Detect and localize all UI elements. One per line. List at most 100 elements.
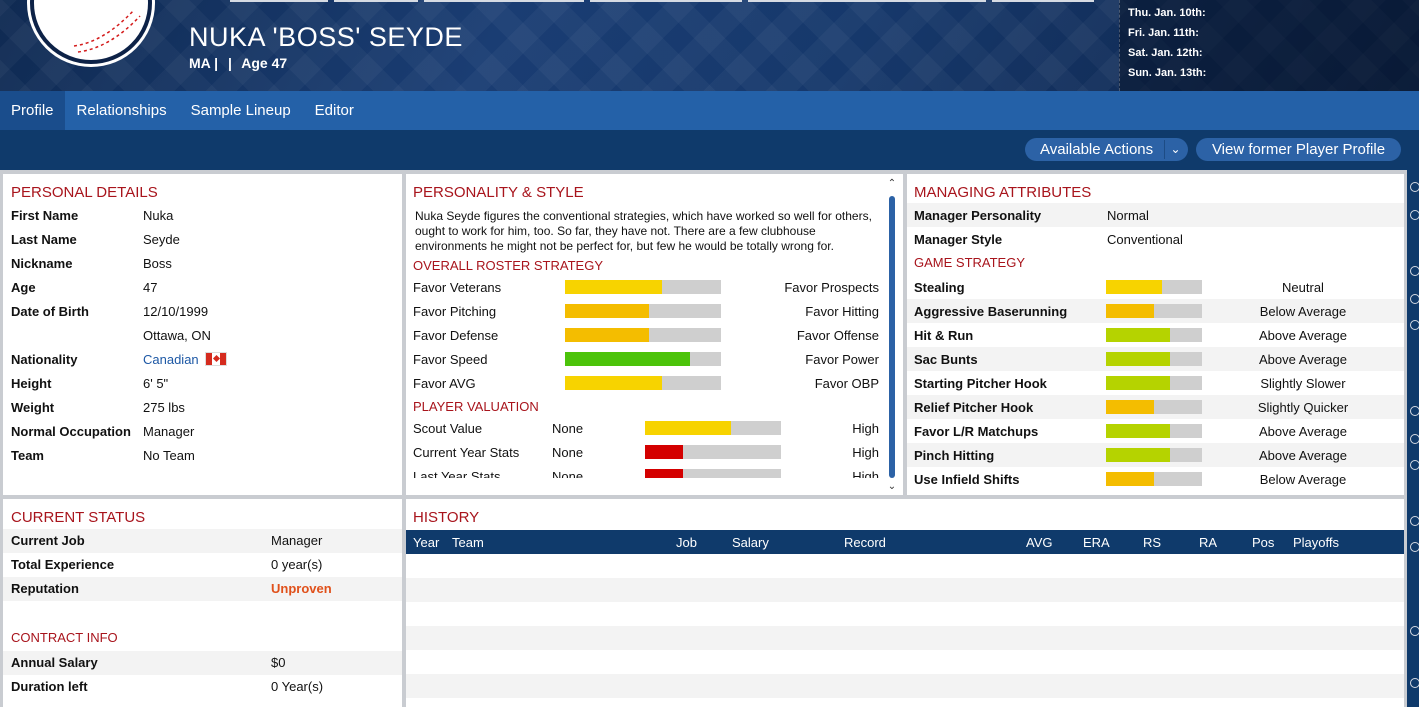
- column-header-rs[interactable]: RS: [1143, 535, 1162, 550]
- tab-relationships[interactable]: Relationships: [76, 102, 167, 119]
- game-strategy-bar: [1106, 328, 1202, 342]
- valuation-bar: [645, 469, 781, 478]
- contract-row: Annual Salary $0: [3, 651, 402, 675]
- valuation-max-label: High: [852, 469, 879, 478]
- calendar-day[interactable]: Fri. Jan. 11th:: [1128, 27, 1199, 39]
- game-strategy-title: GAME STRATEGY: [914, 255, 1025, 270]
- action-bar: Available Actions ⌄ View former Player P…: [0, 130, 1419, 170]
- strategy-slider: [565, 328, 721, 342]
- rail-icon[interactable]: [1410, 182, 1419, 192]
- game-strategy-value: Slightly Slower: [1260, 376, 1346, 391]
- scrollbar[interactable]: ⌃ ⌄: [886, 178, 898, 492]
- column-header-year[interactable]: Year: [413, 535, 440, 550]
- tab-profile[interactable]: Profile: [0, 91, 65, 130]
- detail-label: Nickname: [11, 256, 73, 271]
- tab-sample-lineup[interactable]: Sample Lineup: [190, 102, 291, 119]
- valuation-bar: [645, 445, 781, 459]
- game-strategy-row: Relief Pitcher Hook Slightly Quicker: [907, 395, 1404, 419]
- game-strategy-label: Hit & Run: [914, 328, 974, 343]
- available-actions-dropdown[interactable]: Available Actions ⌄: [1025, 138, 1188, 161]
- detail-value: Nuka: [143, 208, 174, 223]
- game-strategy-bar: [1106, 448, 1202, 462]
- roster-strategy-list: Favor Veterans Favor Prospects Favor Pitch…: [406, 275, 903, 395]
- calendar-day[interactable]: Thu. Jan. 10th:: [1128, 7, 1206, 19]
- column-header-job[interactable]: Job: [676, 535, 697, 550]
- calendar-day[interactable]: Sun. Jan. 13th:: [1128, 67, 1207, 79]
- panel-title: PERSONALITY & STYLE: [413, 184, 584, 201]
- top-nav-button[interactable]: [590, 0, 742, 2]
- top-nav-button[interactable]: [334, 0, 418, 2]
- status-row: Reputation Unproven: [3, 577, 402, 601]
- table-row: [406, 554, 1404, 578]
- tab-editor[interactable]: Editor: [314, 102, 354, 119]
- panel-title: CURRENT STATUS: [11, 509, 146, 526]
- game-strategy-bar-fill: [1106, 328, 1171, 342]
- attribute-value: Conventional: [1107, 232, 1183, 247]
- column-header-team[interactable]: Team: [452, 535, 484, 550]
- detail-row: Last Name Seyde: [3, 228, 402, 252]
- detail-value: Manager: [143, 424, 195, 439]
- game-strategy-bar: [1106, 280, 1202, 294]
- top-nav-button[interactable]: [992, 0, 1094, 2]
- nationality-link[interactable]: Canadian: [143, 348, 227, 372]
- top-nav-button[interactable]: [424, 0, 584, 2]
- top-nav-button[interactable]: [230, 0, 328, 2]
- contract-value: 0 Year(s): [271, 679, 324, 694]
- view-former-player-button[interactable]: View former Player Profile: [1196, 138, 1401, 161]
- strategy-right-label: Favor Hitting: [805, 304, 879, 319]
- player-position: MA |: [189, 55, 219, 71]
- table-row: [406, 602, 1404, 626]
- profile-tabs: Profile Relationships Sample Lineup Edit…: [0, 91, 1419, 130]
- game-strategy-bar: [1106, 376, 1202, 390]
- scrollbar-thumb[interactable]: [889, 196, 895, 478]
- rail-icon[interactable]: [1410, 434, 1419, 444]
- game-strategy-bar: [1106, 352, 1202, 366]
- column-header-salary[interactable]: Salary: [732, 535, 769, 550]
- rail-icon[interactable]: [1410, 626, 1419, 636]
- rail-icon[interactable]: [1410, 320, 1419, 330]
- game-strategy-value: Below Average: [1259, 472, 1347, 487]
- column-header-pos[interactable]: Pos: [1252, 535, 1275, 550]
- calendar-day[interactable]: Sat. Jan. 12th:: [1128, 47, 1203, 59]
- game-strategy-bar: [1106, 304, 1202, 318]
- valuation-max-label: High: [852, 445, 879, 460]
- rail-icon[interactable]: [1410, 516, 1419, 526]
- rail-icon[interactable]: [1410, 406, 1419, 416]
- game-strategy-row: Aggressive Baserunning Below Average: [907, 299, 1404, 323]
- column-header-ra[interactable]: RA: [1199, 535, 1218, 550]
- rail-icon[interactable]: [1410, 460, 1419, 470]
- rail-icon[interactable]: [1410, 266, 1419, 276]
- valuation-row: Last Year Stats None High: [406, 464, 903, 478]
- column-header-playoffs[interactable]: Playoffs: [1293, 535, 1340, 550]
- panel-title: PERSONAL DETAILS: [11, 184, 158, 201]
- chevron-down-icon[interactable]: ⌄: [1164, 140, 1186, 159]
- status-row: Total Experience 0 year(s): [3, 553, 402, 577]
- rail-icon[interactable]: [1410, 294, 1419, 304]
- roster-strategy-title: OVERALL ROSTER STRATEGY: [413, 258, 603, 273]
- column-header-avg[interactable]: AVG: [1026, 535, 1053, 550]
- detail-label: Team: [11, 448, 44, 463]
- top-nav-button[interactable]: [748, 0, 986, 2]
- detail-label: [11, 324, 143, 348]
- game-strategy-bar-fill: [1106, 376, 1171, 390]
- rail-icon[interactable]: [1410, 542, 1419, 552]
- game-strategy-row: Starting Pitcher Hook Slightly Slower: [907, 371, 1404, 395]
- column-header-record[interactable]: Record: [844, 535, 886, 550]
- rail-icon[interactable]: [1410, 678, 1419, 688]
- detail-value: No Team: [143, 448, 195, 463]
- nationality-value[interactable]: Canadian: [143, 352, 199, 367]
- strategy-slider-fill: [565, 352, 690, 366]
- game-strategy-value: Above Average: [1259, 328, 1347, 343]
- attribute-row: Manager Style Conventional: [907, 227, 1404, 251]
- game-strategy-bar: [1106, 400, 1202, 414]
- birthplace-value: Ottawa, ON: [143, 328, 211, 343]
- table-row: [406, 650, 1404, 674]
- detail-value: Boss: [143, 256, 172, 271]
- player-subtitle: MA | | Age 47: [189, 55, 293, 71]
- column-header-era[interactable]: ERA: [1083, 535, 1110, 550]
- valuation-label: Scout Value: [413, 421, 483, 436]
- rail-icon[interactable]: [1410, 210, 1419, 220]
- chevron-down-icon[interactable]: ⌄: [887, 481, 897, 492]
- chevron-up-icon[interactable]: ⌃: [887, 178, 897, 189]
- contract-label: Duration left: [11, 679, 88, 694]
